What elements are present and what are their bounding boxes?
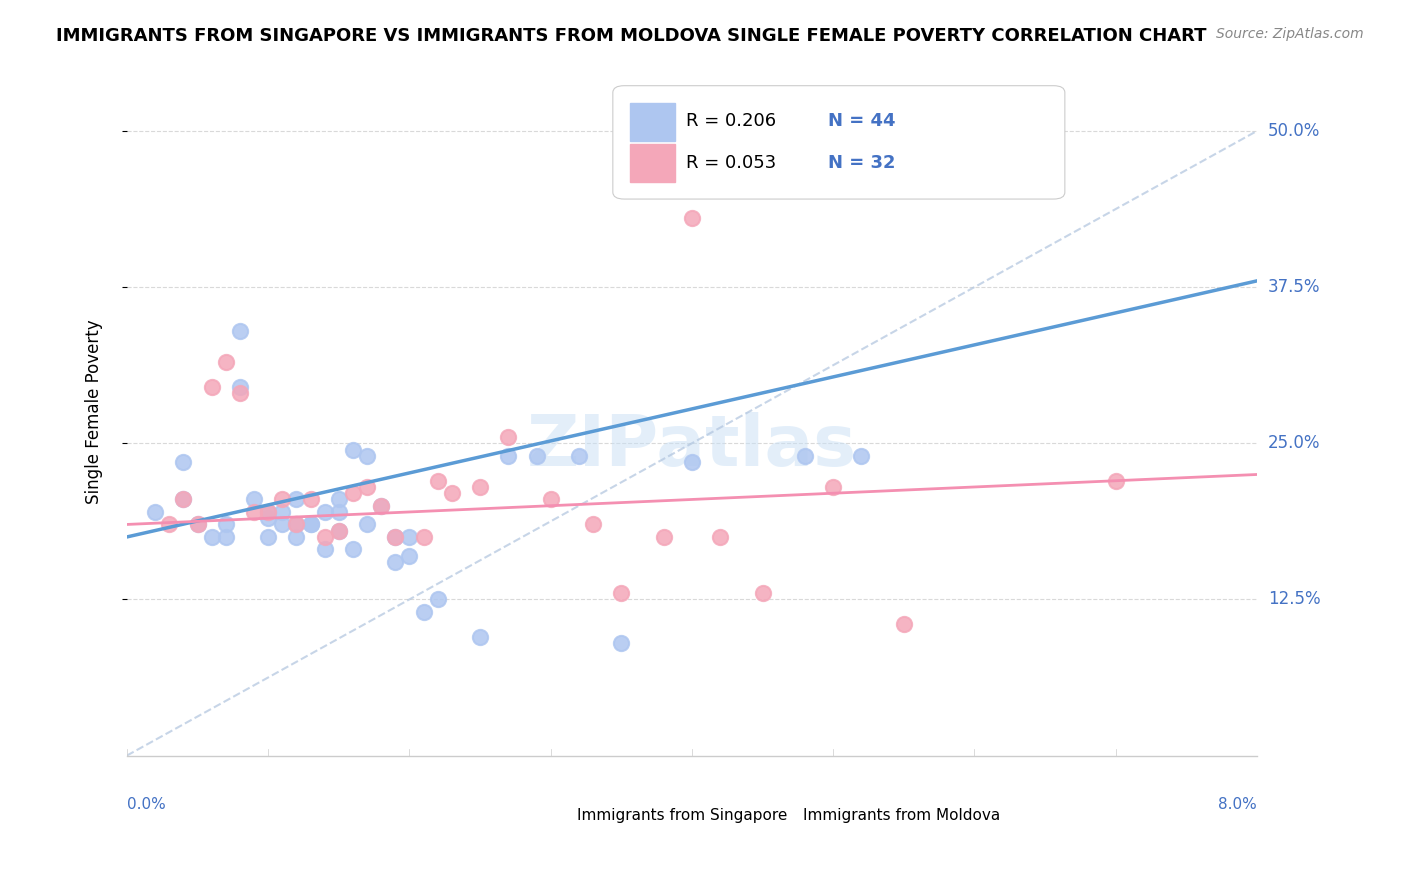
Point bbox=[342, 542, 364, 557]
Text: 12.5%: 12.5% bbox=[1268, 591, 1320, 608]
Point bbox=[468, 480, 491, 494]
Point bbox=[384, 530, 406, 544]
Point bbox=[342, 486, 364, 500]
Point bbox=[328, 524, 350, 538]
Point bbox=[440, 486, 463, 500]
Y-axis label: Single Female Poverty: Single Female Poverty bbox=[86, 319, 103, 504]
Point bbox=[498, 430, 520, 444]
Point bbox=[426, 474, 449, 488]
Point bbox=[201, 530, 224, 544]
Text: 8.0%: 8.0% bbox=[1218, 797, 1257, 812]
Point bbox=[257, 530, 280, 544]
Point bbox=[299, 517, 322, 532]
Point bbox=[751, 586, 773, 600]
Point bbox=[201, 380, 224, 394]
Point bbox=[172, 492, 194, 507]
Text: 0.0%: 0.0% bbox=[127, 797, 166, 812]
Point bbox=[356, 517, 378, 532]
Point bbox=[229, 386, 252, 401]
Point bbox=[243, 505, 266, 519]
Point bbox=[356, 480, 378, 494]
Text: IMMIGRANTS FROM SINGAPORE VS IMMIGRANTS FROM MOLDOVA SINGLE FEMALE POVERTY CORRE: IMMIGRANTS FROM SINGAPORE VS IMMIGRANTS … bbox=[56, 27, 1206, 45]
Text: N = 32: N = 32 bbox=[828, 153, 896, 171]
Point bbox=[893, 617, 915, 632]
Point bbox=[172, 492, 194, 507]
Point bbox=[215, 517, 238, 532]
Text: ZIPatlas: ZIPatlas bbox=[527, 412, 858, 481]
Point bbox=[412, 605, 434, 619]
Point bbox=[582, 517, 605, 532]
Point bbox=[342, 442, 364, 457]
Point bbox=[314, 542, 336, 557]
Point bbox=[215, 355, 238, 369]
Point bbox=[526, 449, 548, 463]
Point bbox=[568, 449, 591, 463]
Point bbox=[652, 530, 675, 544]
Point bbox=[157, 517, 180, 532]
Point bbox=[271, 517, 294, 532]
Point bbox=[398, 549, 420, 563]
Point bbox=[610, 636, 633, 650]
Point bbox=[314, 530, 336, 544]
Point bbox=[412, 530, 434, 544]
Point bbox=[540, 492, 562, 507]
Point bbox=[257, 511, 280, 525]
Point bbox=[823, 480, 845, 494]
Point bbox=[328, 492, 350, 507]
FancyBboxPatch shape bbox=[534, 804, 569, 830]
Point bbox=[299, 492, 322, 507]
Point bbox=[314, 505, 336, 519]
Point bbox=[285, 517, 308, 532]
Point bbox=[610, 586, 633, 600]
Point bbox=[328, 524, 350, 538]
FancyBboxPatch shape bbox=[630, 145, 675, 182]
Point bbox=[851, 449, 873, 463]
Text: N = 44: N = 44 bbox=[828, 112, 896, 130]
Point bbox=[384, 555, 406, 569]
Point bbox=[257, 505, 280, 519]
Text: Source: ZipAtlas.com: Source: ZipAtlas.com bbox=[1216, 27, 1364, 41]
Point bbox=[498, 449, 520, 463]
Point bbox=[370, 499, 392, 513]
Point bbox=[215, 530, 238, 544]
FancyBboxPatch shape bbox=[759, 804, 796, 830]
Point bbox=[356, 449, 378, 463]
Text: Immigrants from Moldova: Immigrants from Moldova bbox=[803, 808, 1000, 823]
Point bbox=[1105, 474, 1128, 488]
Point bbox=[328, 505, 350, 519]
Point bbox=[285, 530, 308, 544]
Text: R = 0.206: R = 0.206 bbox=[686, 112, 776, 130]
Point bbox=[681, 455, 703, 469]
Text: R = 0.053: R = 0.053 bbox=[686, 153, 776, 171]
Point bbox=[426, 592, 449, 607]
Point bbox=[229, 380, 252, 394]
Point bbox=[172, 455, 194, 469]
Point bbox=[370, 499, 392, 513]
Point bbox=[285, 517, 308, 532]
Point bbox=[384, 530, 406, 544]
Point bbox=[709, 530, 731, 544]
Point bbox=[186, 517, 208, 532]
Point bbox=[229, 324, 252, 338]
Point bbox=[243, 492, 266, 507]
Point bbox=[285, 492, 308, 507]
Point bbox=[299, 517, 322, 532]
Text: 37.5%: 37.5% bbox=[1268, 278, 1320, 296]
Point bbox=[468, 630, 491, 644]
Point bbox=[186, 517, 208, 532]
Text: Immigrants from Singapore: Immigrants from Singapore bbox=[576, 808, 787, 823]
Point bbox=[398, 530, 420, 544]
Text: 25.0%: 25.0% bbox=[1268, 434, 1320, 452]
FancyBboxPatch shape bbox=[613, 86, 1064, 199]
Point bbox=[271, 492, 294, 507]
Point bbox=[143, 505, 166, 519]
Point bbox=[257, 505, 280, 519]
Text: 50.0%: 50.0% bbox=[1268, 122, 1320, 140]
Point bbox=[681, 211, 703, 226]
Point bbox=[794, 449, 817, 463]
Point bbox=[271, 505, 294, 519]
FancyBboxPatch shape bbox=[630, 103, 675, 141]
